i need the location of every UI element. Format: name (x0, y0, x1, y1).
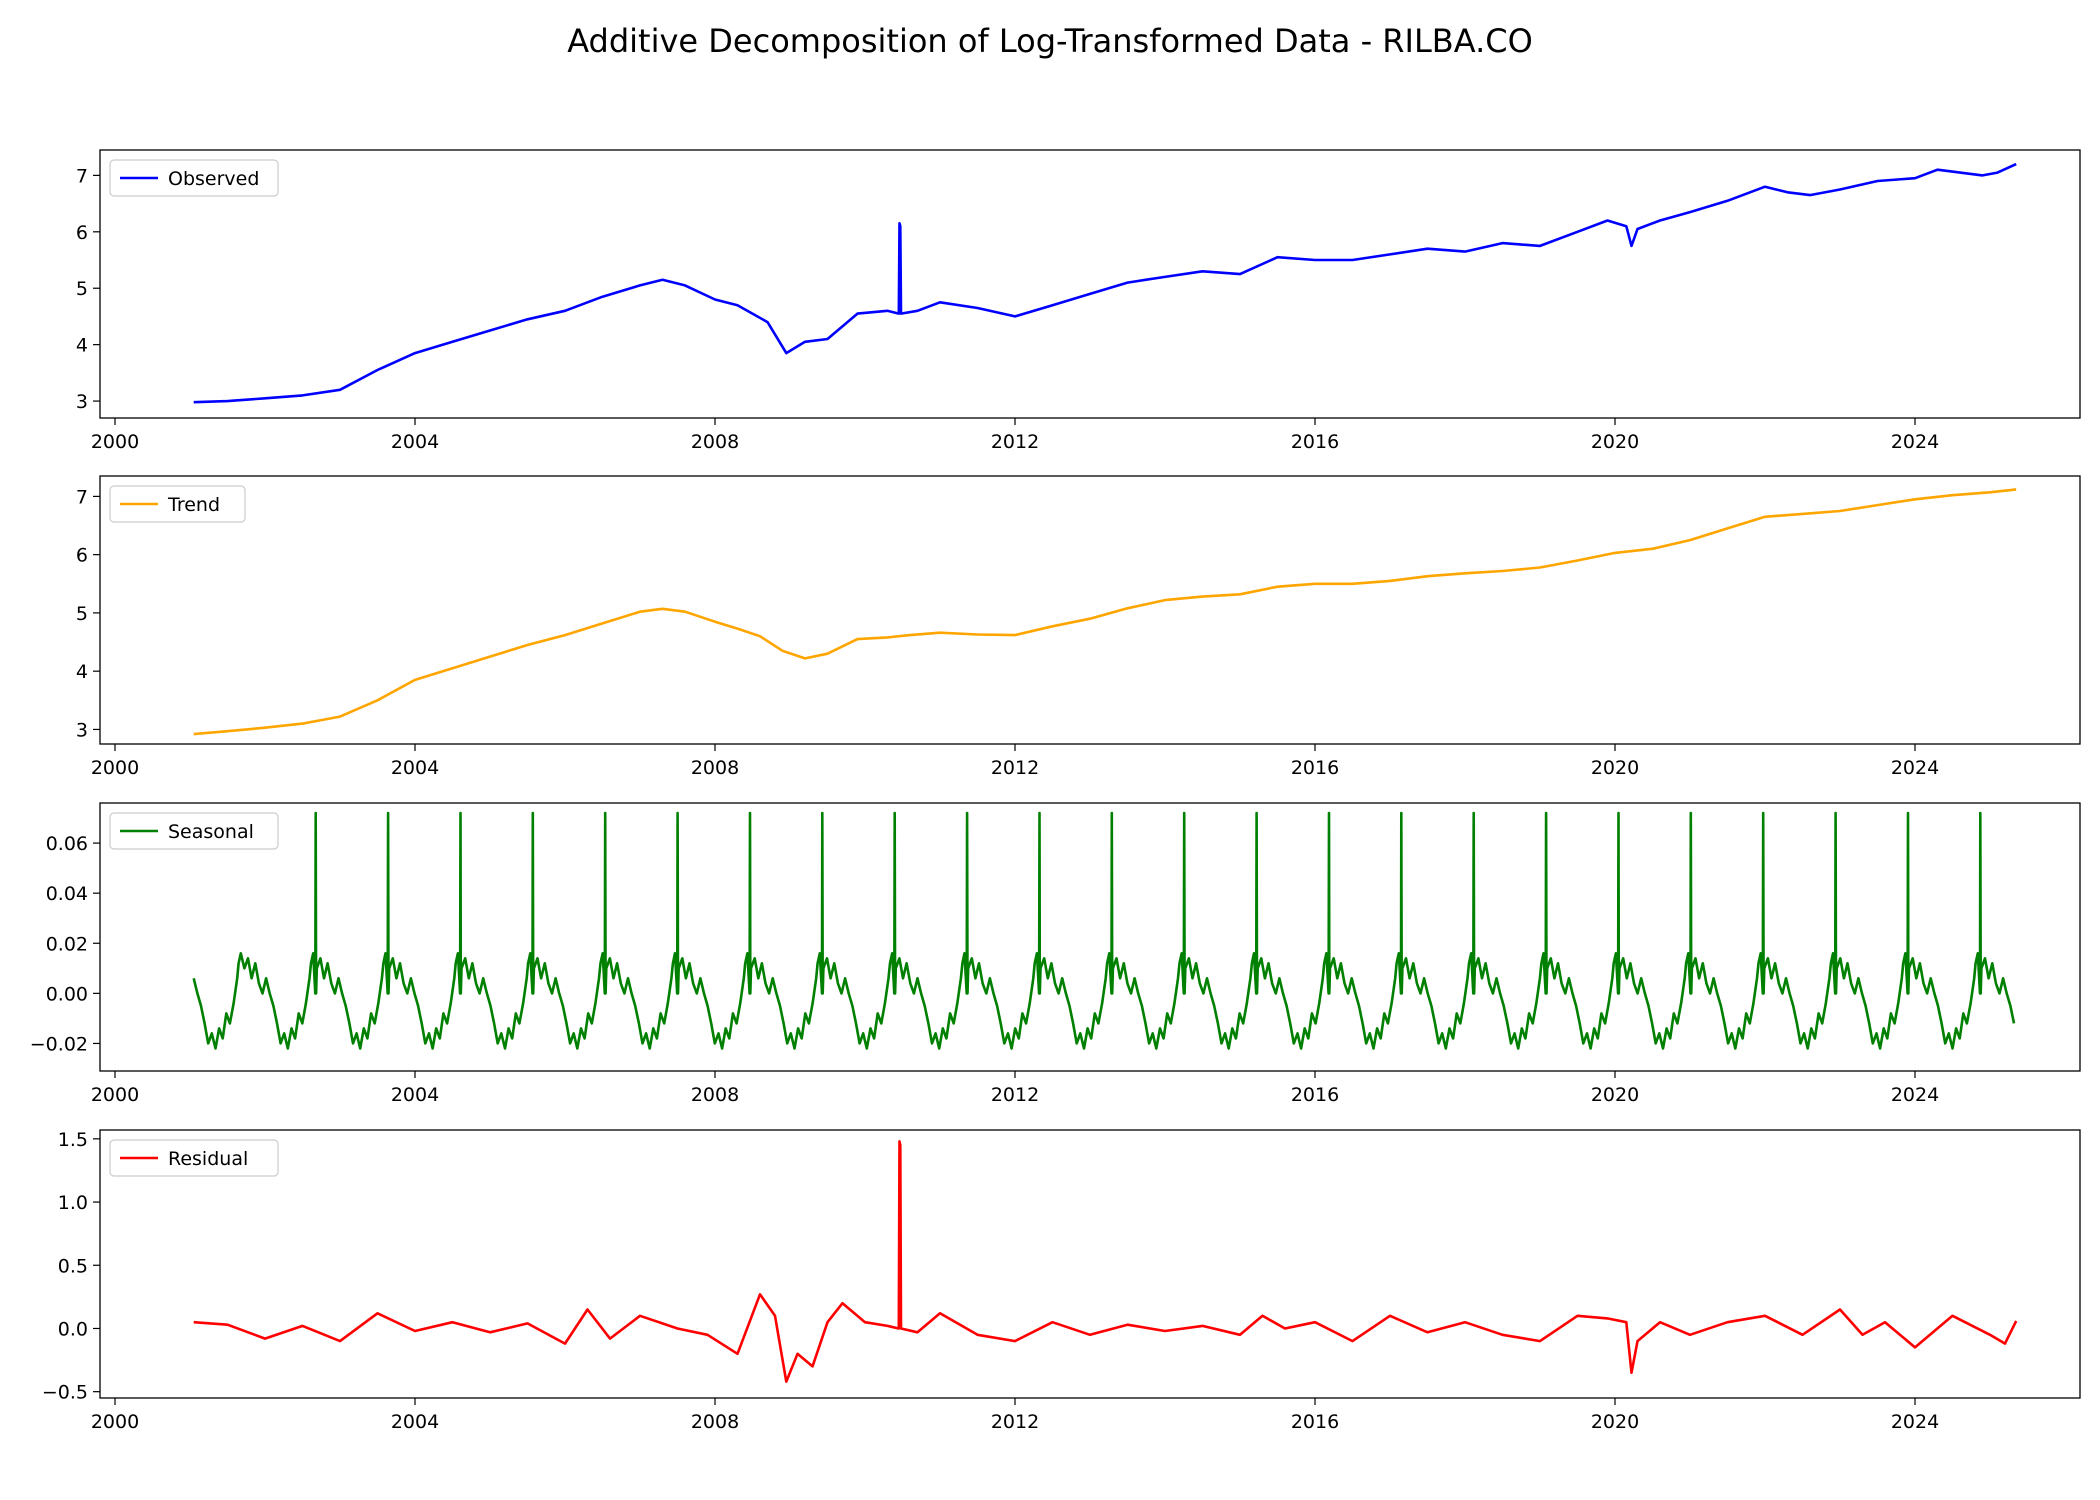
y-tick-label: 5 (76, 603, 88, 625)
y-tick-label: 7 (76, 486, 88, 508)
y-tick-label: 1.5 (58, 1129, 88, 1151)
y-tick-label: 0.06 (46, 833, 88, 855)
legend-box (109, 1139, 279, 1177)
panel-trend: 2000 2004 2008 2012 2016 2020 2024 3 4 5 6 7 Trend (76, 475, 2081, 779)
x-tick-label: 2000 (91, 757, 139, 779)
y-tick-label: 3 (76, 719, 88, 741)
legend-box (109, 159, 279, 197)
y-tick-label: −0.02 (30, 1033, 88, 1055)
x-tick-label: 2008 (691, 1411, 739, 1433)
x-tick-label: 2004 (391, 431, 439, 453)
legend-label: Residual (168, 1148, 248, 1170)
y-tick-label: 0.0 (58, 1318, 88, 1340)
axes-frame (99, 1129, 2081, 1399)
x-tick-label: 2024 (1891, 757, 1939, 779)
series-line-seasonal (192, 811, 2016, 1050)
panel-observed: 2000 2004 2008 2012 2016 2020 2024 3 4 5 6 7 Observe… (76, 149, 2081, 453)
y-tick-label: 6 (76, 222, 88, 244)
y-tick-label: 0.00 (46, 983, 88, 1005)
x-tick-label: 2000 (91, 1084, 139, 1106)
y-tick-label: 6 (76, 545, 88, 567)
y-tick-label: 7 (76, 165, 88, 187)
x-tick-label: 2012 (991, 1411, 1039, 1433)
y-tick-label: 0.5 (58, 1255, 88, 1277)
x-tick-label: 2024 (1891, 1411, 1939, 1433)
y-tick-label: 1.0 (58, 1192, 88, 1214)
y-tick-label: −0.5 (42, 1382, 88, 1404)
x-tick-label: 2024 (1891, 431, 1939, 453)
x-tick-label: 2016 (1291, 1411, 1339, 1433)
x-tick-label: 2020 (1591, 1411, 1639, 1433)
x-tick-label: 2008 (691, 1084, 739, 1106)
y-tick-label: 0.04 (46, 883, 88, 905)
series-line-trend (193, 488, 2017, 736)
legend-label: Trend (167, 494, 220, 516)
x-tick-label: 2016 (1291, 431, 1339, 453)
x-tick-label: 2020 (1591, 431, 1639, 453)
x-tick-label: 2000 (91, 431, 139, 453)
x-tick-label: 2024 (1891, 1084, 1939, 1106)
figure-title: Additive Decomposition of Log-Transforme… (567, 22, 1533, 60)
x-tick-label: 2016 (1291, 1084, 1339, 1106)
axes-frame (99, 475, 2081, 745)
x-tick-label: 2008 (691, 431, 739, 453)
legend-label: Observed (168, 168, 259, 190)
y-tick-label: 0.02 (46, 933, 88, 955)
panel-seasonal: 2000 2004 2008 2012 2016 2020 2024 −0.02 0.00 0.0… (30, 802, 2081, 1106)
y-tick-label: 4 (76, 661, 88, 683)
series-line-residual (193, 1140, 2018, 1383)
x-tick-label: 2000 (91, 1411, 139, 1433)
panel-residual: 2000 2004 2008 2012 2016 2020 2024 −0.5 0.0 0.5 1.… (42, 1129, 2081, 1433)
x-tick-label: 2004 (391, 757, 439, 779)
x-tick-label: 2020 (1591, 757, 1639, 779)
x-tick-label: 2012 (991, 757, 1039, 779)
x-tick-label: 2004 (391, 1411, 439, 1433)
legend-box (109, 812, 279, 850)
x-tick-label: 2020 (1591, 1084, 1639, 1106)
series-line-observed (193, 162, 2017, 404)
x-tick-label: 2004 (391, 1084, 439, 1106)
y-tick-label: 5 (76, 278, 88, 300)
y-tick-label: 4 (76, 335, 88, 357)
x-tick-label: 2012 (991, 431, 1039, 453)
x-tick-label: 2012 (991, 1084, 1039, 1106)
x-tick-label: 2016 (1291, 757, 1339, 779)
legend-box (109, 485, 246, 523)
axes-frame (99, 149, 2081, 419)
x-tick-label: 2008 (691, 757, 739, 779)
y-tick-label: 3 (76, 391, 88, 413)
legend-label: Seasonal (168, 821, 254, 843)
axes-frame (99, 802, 2081, 1072)
